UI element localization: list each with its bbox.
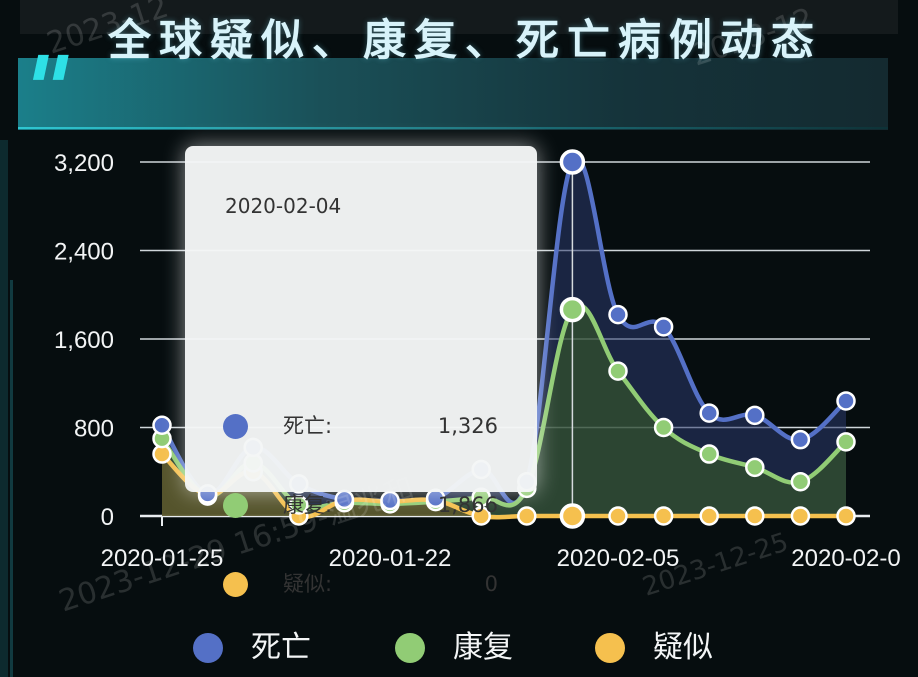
point-recovered-3 <box>289 495 309 515</box>
tooltip-dot-recovered <box>223 493 248 518</box>
legend-dot-death <box>193 633 223 663</box>
y-tick-label-800: 800 <box>74 416 114 443</box>
x-tick-label-0: 2020-01-25 <box>101 545 224 572</box>
point-recovered-12 <box>699 444 719 464</box>
tooltip-row-suspected: 疑似: 0 <box>223 569 498 599</box>
tooltip-value-suspected: 0 <box>484 572 498 596</box>
point-death-12 <box>699 403 719 423</box>
area-recovered <box>162 305 846 516</box>
point-suspected-11 <box>653 506 674 526</box>
x-tick-label-1: 2020-01-22 <box>329 545 452 572</box>
point-recovered-11 <box>653 417 674 438</box>
point-suspected-12 <box>699 506 719 526</box>
point-suspected-14 <box>790 506 811 526</box>
y-tick-label-0: 0 <box>101 504 114 531</box>
x-axis-labels: 2020-01-25 2020-01-22 2020-02-05 2020-02-0 <box>101 545 901 572</box>
tooltip-row-death: 死亡: 1,326 <box>223 411 498 441</box>
area-death <box>162 158 846 516</box>
y-tick-label-2400: 2,400 <box>54 239 114 266</box>
point-death-9 <box>559 149 586 175</box>
tooltip-value-death: 1,326 <box>437 414 498 438</box>
tooltip-date: 2020-02-04 <box>225 194 342 218</box>
title-underline <box>18 127 888 129</box>
title-banner <box>18 58 888 130</box>
point-death-14 <box>790 429 811 450</box>
legend-label-suspected: 疑似 <box>653 630 713 665</box>
legend-dot-recovered <box>395 633 425 663</box>
point-suspected-15 <box>836 506 856 526</box>
legend-label-death: 死亡 <box>251 630 311 665</box>
side-frame <box>0 140 8 677</box>
point-recovered-15 <box>836 432 856 452</box>
y-axis-labels: 0 800 1,600 2,400 3,200 <box>54 150 114 531</box>
tooltip-value-recovered: 1,866 <box>437 493 498 517</box>
legend-label-recovered: 康复 <box>453 630 513 665</box>
point-death-0 <box>152 415 172 436</box>
point-suspected-13 <box>745 506 765 526</box>
point-recovered-13 <box>745 457 765 478</box>
x-tick-label-3: 2020-02-0 <box>791 545 900 572</box>
point-death-5 <box>380 490 400 511</box>
point-suspected-7 <box>471 506 491 526</box>
side-frame-line <box>10 280 13 677</box>
tooltip-name-recovered: 康复: <box>283 493 333 517</box>
tooltip-dot-death <box>223 414 248 439</box>
tooltip-name-death: 死亡: <box>283 414 333 438</box>
tooltip-name-suspected: 疑似: <box>283 572 333 596</box>
tooltip-row-recovered: 康复: 1,866 <box>223 490 498 520</box>
point-suspected-8 <box>517 506 537 526</box>
x-tick-label-2: 2020-02-05 <box>557 545 680 572</box>
point-death-11 <box>653 317 674 337</box>
legend-dot-suspected <box>595 633 625 663</box>
y-tick-label-1600: 1,600 <box>54 327 114 354</box>
chart-tooltip: 2020-02-04 死亡: 1,326 康复: 1,866 疑似: 0 <box>185 146 537 597</box>
point-death-15 <box>836 391 856 411</box>
y-tick-label-3200: 3,200 <box>54 150 114 177</box>
point-suspected-9 <box>559 503 586 529</box>
point-death-13 <box>745 405 765 426</box>
tooltip-dot-suspected <box>223 572 248 597</box>
point-recovered-14 <box>790 471 811 492</box>
page-title: 全球疑似、康复、死亡病例动态 <box>108 16 822 66</box>
point-suspected-10 <box>608 506 628 526</box>
point-recovered-10 <box>608 361 628 381</box>
point-recovered-9 <box>559 296 586 323</box>
top-bar <box>20 0 898 34</box>
point-death-10 <box>608 304 628 325</box>
